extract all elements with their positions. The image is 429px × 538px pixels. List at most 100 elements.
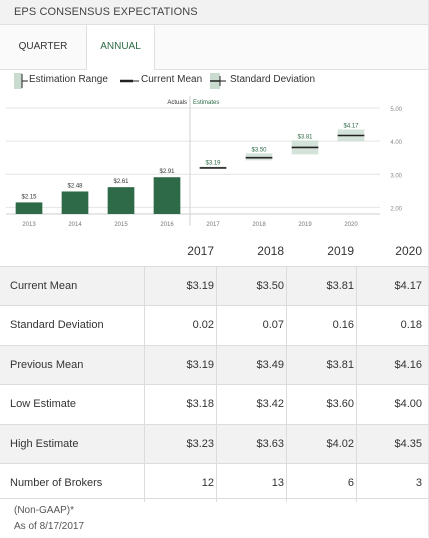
- column-divider: [356, 385, 357, 424]
- table-cell: $3.19: [186, 280, 214, 292]
- column-header: 2020: [395, 244, 422, 258]
- column-divider: [216, 267, 217, 306]
- table-cell: $3.81: [326, 358, 354, 371]
- table-cell: $3.42: [256, 398, 284, 411]
- table-cell: 13: [271, 476, 284, 489]
- y-tick-label: 2.00: [390, 206, 402, 212]
- table-row: Standard Deviation 0.02 0.07 0.16 0.18: [0, 305, 428, 345]
- estimates-table: 2017 2018 2019 2020 Current Mean $3.19 $3.…: [0, 236, 428, 503]
- table-cell: $4.00: [394, 398, 422, 411]
- y-tick-label: 5.00: [390, 107, 402, 113]
- column-divider: [144, 345, 145, 385]
- actual-value-label: $2.61: [113, 179, 129, 185]
- current-mean-swatch-icon: [120, 79, 139, 83]
- column-divider: [144, 463, 145, 503]
- tab-annual[interactable]: ANNUAL: [86, 25, 155, 70]
- table-row: Number of Brokers 12 13 6 3: [0, 462, 428, 503]
- table-cell: 0.16: [332, 319, 354, 332]
- column-divider: [286, 345, 287, 385]
- estimation-range-box: [245, 153, 273, 161]
- non-gaap-note: (Non-GAAP)*: [14, 505, 75, 516]
- table-cell: 12: [201, 476, 214, 489]
- column-divider: [356, 463, 357, 503]
- column-divider: [286, 424, 287, 463]
- actual-bar: [107, 187, 135, 214]
- panel-title: EPS CONSENSUS EXPECTATIONS: [0, 0, 428, 25]
- table-body: Current Mean $3.19 $3.50 $3.81 $4.17 Standard…: [0, 266, 428, 503]
- y-tick-label: 3.00: [390, 173, 402, 179]
- table-cell: 0.18: [400, 319, 422, 332]
- table-footer: (Non-GAAP)* As of 8/17/2017: [0, 498, 428, 538]
- column-divider: [144, 424, 145, 463]
- tab-quarter[interactable]: QUARTER: [18, 41, 68, 52]
- table-row: High Estimate $3.23 $3.63 $4.02 $4.35: [0, 423, 428, 463]
- table-cell: 0.02: [192, 319, 214, 332]
- actual-value-label: $2.15: [21, 194, 37, 200]
- actual-bar: [153, 177, 181, 214]
- actual-value-label: $2.91: [159, 169, 175, 175]
- standard-deviation-swatch-icon: [210, 73, 226, 89]
- legend-current-mean-label: Current Mean: [141, 74, 203, 85]
- table-cell: $3.49: [256, 358, 284, 371]
- table-cell: $3.19: [186, 358, 214, 371]
- row-label: Number of Brokers: [10, 476, 103, 489]
- column-divider: [216, 385, 217, 424]
- column-divider: [144, 267, 145, 306]
- column-divider: [216, 306, 217, 345]
- y-tick-label: 4.00: [390, 140, 402, 146]
- column-divider: [286, 463, 287, 503]
- column-divider: [356, 345, 357, 385]
- table-row: Low Estimate $3.18 $3.42 $3.60 $4.00: [0, 384, 428, 424]
- x-tick-label: 2014: [68, 222, 82, 228]
- table-row: Previous Mean $3.19 $3.49 $3.81 $4.16: [0, 344, 428, 385]
- estimate-value-label: $3.50: [251, 147, 267, 153]
- column-divider: [216, 424, 217, 463]
- actuals-section-label: Actuals: [167, 100, 187, 106]
- as-of-date: As of 8/17/2017: [14, 521, 85, 532]
- table-cell: $4.16: [394, 358, 422, 371]
- legend-standard-deviation-label: Standard Deviation: [230, 74, 316, 85]
- x-tick-label: 2015: [114, 222, 128, 228]
- table-cell: 3: [415, 476, 422, 489]
- x-tick-label: 2018: [252, 222, 266, 228]
- table-cell: $3.81: [326, 280, 354, 292]
- column-divider: [356, 267, 357, 306]
- column-divider: [286, 385, 287, 424]
- table-row: Current Mean $3.19 $3.50 $3.81 $4.17: [0, 266, 428, 306]
- table-cell: $3.18: [186, 398, 214, 411]
- table-cell: $3.23: [186, 437, 214, 450]
- row-label: Current Mean: [10, 280, 78, 292]
- table-cell: $3.63: [256, 437, 284, 450]
- estimation-range-swatch-icon: [14, 73, 28, 89]
- actual-bar: [15, 202, 43, 214]
- x-tick-label: 2013: [22, 222, 36, 228]
- column-header: 2017: [187, 244, 214, 258]
- row-label: High Estimate: [10, 437, 79, 450]
- period-tabs: QUARTER ANNUAL: [0, 25, 428, 70]
- column-divider: [144, 306, 145, 345]
- x-tick-label: 2016: [160, 222, 174, 228]
- actual-bar: [61, 191, 89, 214]
- eps-chart: 2.00 3.00 4.00 5.00 Actuals Estimates 2013 2014…: [0, 96, 429, 236]
- actual-value-label: $2.48: [67, 183, 83, 189]
- estimate-value-label: $3.81: [297, 134, 313, 140]
- table-cell: $4.35: [394, 437, 422, 450]
- estimate-value-label: $3.19: [205, 161, 221, 167]
- column-divider: [356, 424, 357, 463]
- x-tick-label: 2019: [298, 222, 312, 228]
- table-cell: $3.60: [326, 398, 354, 411]
- x-tick-label: 2017: [206, 222, 220, 228]
- column-divider: [356, 306, 357, 345]
- column-header: 2018: [257, 244, 284, 258]
- estimates-section-label: Estimates: [193, 100, 219, 106]
- row-label: Standard Deviation: [10, 319, 104, 332]
- table-cell: $4.17: [394, 280, 422, 292]
- table-cell: $3.50: [256, 280, 284, 292]
- column-divider: [216, 463, 217, 503]
- column-divider: [144, 385, 145, 424]
- x-tick-label: 2020: [344, 222, 358, 228]
- column-header: 2019: [327, 244, 354, 258]
- column-divider: [216, 345, 217, 385]
- table-cell: 6: [347, 476, 354, 489]
